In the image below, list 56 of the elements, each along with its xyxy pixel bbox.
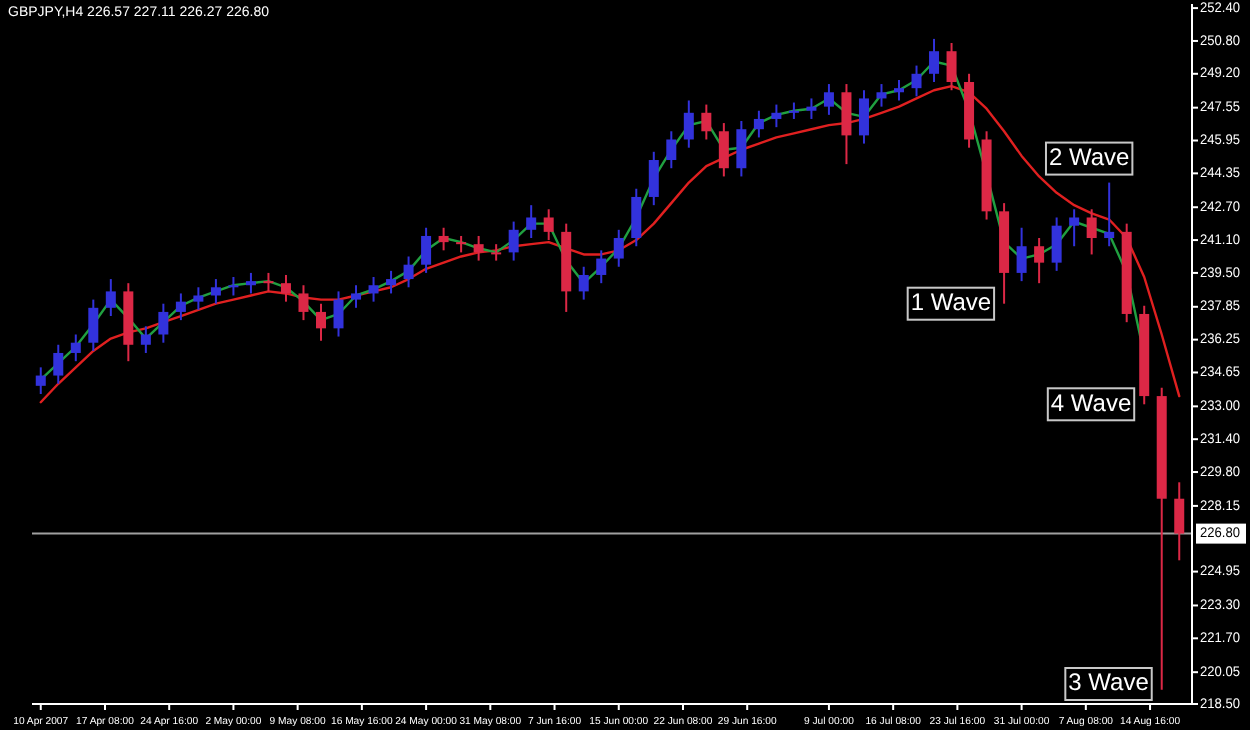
- candlestick: [683, 99, 694, 149]
- candlestick: [105, 278, 116, 318]
- candlestick: [823, 83, 834, 116]
- candlestick: [648, 150, 659, 207]
- candlestick: [158, 302, 169, 344]
- candlestick: [280, 273, 291, 303]
- candlestick: [70, 333, 81, 363]
- candlestick: [1016, 226, 1027, 283]
- candlestick: [701, 103, 712, 141]
- candlestick: [140, 325, 151, 354]
- candlestick: [491, 243, 502, 262]
- candlestick: [316, 302, 326, 342]
- candlestick: [438, 226, 449, 252]
- candlestick: [228, 276, 239, 297]
- candlestick: [543, 208, 554, 242]
- candlestick: [1174, 481, 1185, 562]
- candlestick: [333, 290, 344, 338]
- candlestick: [1069, 208, 1080, 248]
- candlestick: [245, 271, 256, 295]
- candlestick: [858, 89, 869, 145]
- candlestick: [718, 122, 729, 178]
- candlestick: [403, 255, 414, 289]
- candlestick: [911, 64, 922, 98]
- candlestick: [175, 292, 186, 322]
- candlestick: [1104, 181, 1115, 248]
- candlestick: [929, 37, 940, 84]
- candlestick: [386, 269, 397, 295]
- candlestick: [666, 130, 677, 170]
- candlestick: [596, 249, 607, 285]
- candlestick: [1086, 208, 1097, 256]
- candlestick: [298, 284, 309, 322]
- candlestick: [753, 109, 764, 139]
- candlestick: [368, 276, 379, 303]
- candlestick: [946, 42, 957, 92]
- candlestick: [736, 120, 747, 178]
- candlestick: [771, 103, 782, 129]
- candlestick: [473, 234, 484, 262]
- candlestick: [508, 220, 519, 262]
- candlestick: [631, 187, 642, 248]
- candlestick: [806, 97, 817, 120]
- candlestick: [193, 286, 204, 311]
- candlestick: [351, 284, 362, 309]
- candlestick: [210, 278, 221, 305]
- candlestick: [526, 204, 537, 240]
- candlestick: [35, 366, 46, 396]
- candlestick: [613, 228, 624, 268]
- candlestick: [53, 343, 64, 385]
- candlestick: [263, 271, 274, 293]
- candlestick: [841, 83, 852, 166]
- candlestick: [1034, 237, 1045, 285]
- candlestick: [578, 265, 589, 301]
- candlestick: [88, 298, 99, 352]
- candlestick: [894, 78, 904, 102]
- candlestick: [1051, 216, 1062, 272]
- candlestick: [876, 83, 887, 108]
- candlestick: [421, 226, 432, 274]
